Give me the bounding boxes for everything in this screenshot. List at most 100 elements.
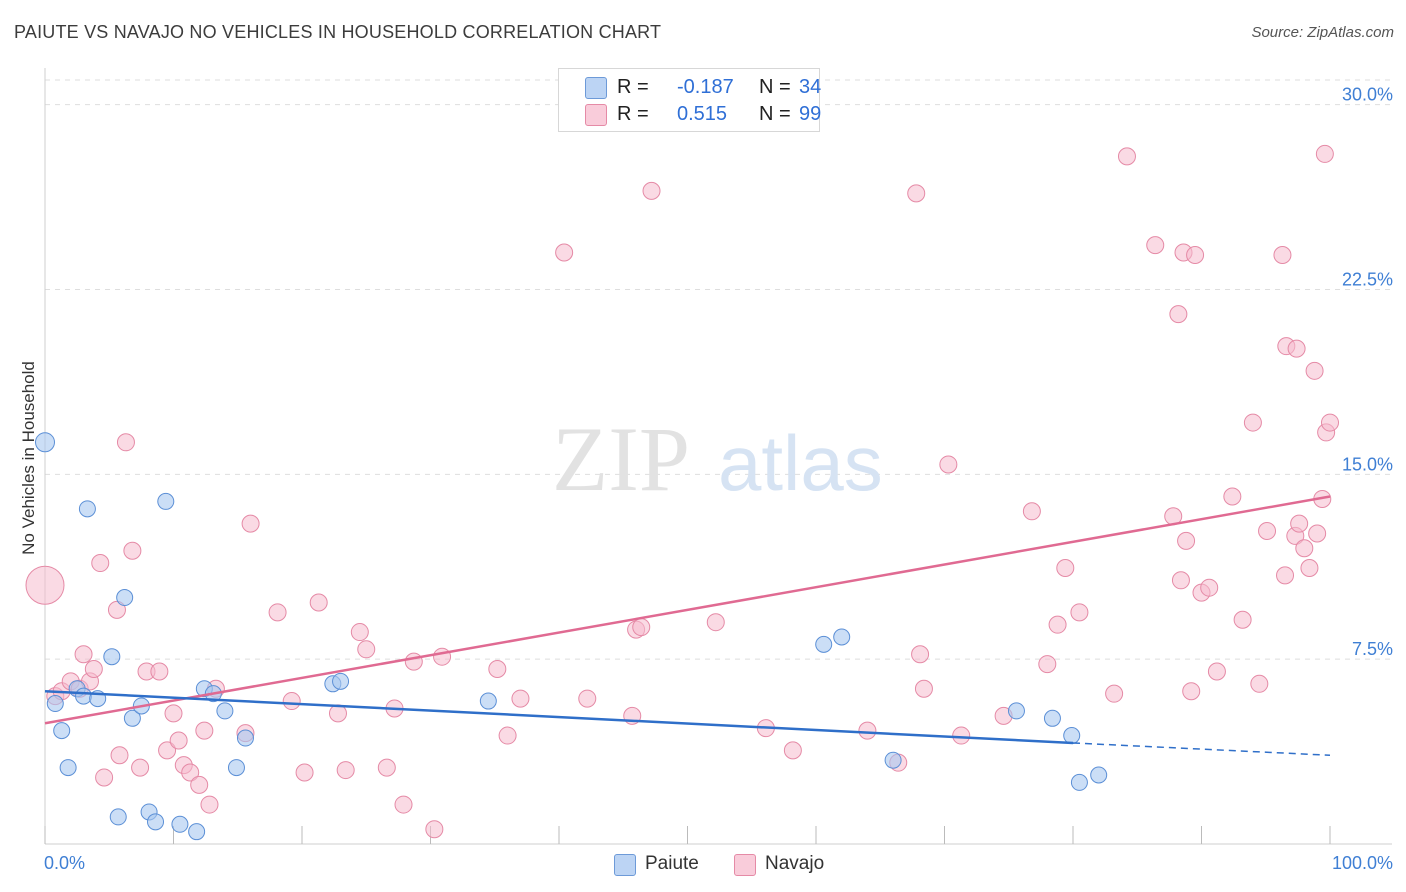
correlation-legend: R = -0.187 N = 34 R = 0.515 N = 99 [558,68,822,132]
navajo-point [116,433,135,452]
paiute-point [815,635,833,653]
navajo-point [632,618,651,637]
y-axis-label: No Vehicles in Household [19,361,38,555]
navajo-trend-line [44,495,1331,725]
navajo-point [200,795,219,814]
navajo-point [952,726,971,745]
navajo-point [74,645,93,664]
navajo-point [181,763,200,782]
navajo-point [190,775,209,794]
navajo-point [498,726,517,745]
navajo-point [164,704,183,723]
navajo-point [488,660,507,679]
navajo-point [1177,531,1196,550]
paiute-point [227,759,245,777]
navajo-point [158,741,177,760]
navajo-point [939,455,958,474]
navajo-point [511,689,530,708]
navajo-point [84,660,103,679]
paiute-point [884,751,902,769]
y-tick-label: 7.5% [1352,639,1393,659]
paiute-point [53,722,71,740]
n-label: N = [759,103,791,125]
paiute-point [833,628,851,646]
paiute-point [59,759,77,777]
x-tick-label: 100.0% [1332,853,1393,873]
navajo-point [578,689,597,708]
navajo-point [394,795,413,814]
paiute-trend-extension [1072,742,1331,757]
navajo-point [1056,558,1075,577]
navajo-point [1146,236,1165,255]
navajo-point [295,763,314,782]
paiute-point [1090,766,1108,784]
navajo-point [1171,571,1190,590]
y-tick-label: 30.0% [1342,85,1393,105]
navajo-point [150,662,169,681]
navajo-point [858,721,877,740]
paiute-point [116,589,134,607]
navajo-point [911,645,930,664]
paiute-point [123,709,141,727]
navajo-point [195,721,214,740]
navajo-point [131,758,150,777]
paiute-point [1070,773,1088,791]
chart-title: PAIUTE VS NAVAJO NO VEHICLES IN HOUSEHOL… [14,22,662,42]
paiute-swatch [585,77,607,99]
paiute-point [188,823,206,841]
navajo-point [1182,682,1201,701]
paiute-point [236,729,254,747]
r-label: R = [617,76,649,98]
paiute-point [46,695,64,713]
navajo-point [377,758,396,777]
navajo-point [336,761,355,780]
navajo-point [783,741,802,760]
x-tick-label: 0.0% [44,853,85,873]
navajo-point [1022,502,1041,521]
navajo-point [433,647,452,666]
navajo-point [1117,147,1136,166]
navajo-swatch [734,854,756,876]
navajo-point [1305,361,1324,380]
navajo-point [91,554,110,573]
grid-lines [45,79,1392,660]
navajo-point [1250,674,1269,693]
paiute-point [103,648,121,666]
navajo-point [425,820,444,839]
n-label: N = [759,76,791,98]
navajo-point [706,613,725,632]
navajo-point [309,593,328,612]
navajo-point [914,679,933,698]
navajo-point [642,181,661,200]
paiute-point [171,815,189,833]
navajo-point [107,600,126,619]
paiute-point [75,687,93,705]
navajo-point [1048,615,1067,634]
paiute-point [35,432,55,453]
navajo-point [1315,144,1334,163]
navajo-point [1105,684,1124,703]
navajo-point [282,692,301,711]
r-label: R = [617,103,649,125]
watermark-atlas: atlas [718,419,883,507]
trend-lines [44,495,1331,757]
navajo-point [1223,487,1242,506]
paiute-series [35,432,1108,841]
y-tick-labels: 7.5% 15.0% 22.5% 30.0% [1342,85,1393,660]
navajo-point [1300,558,1319,577]
y-tick-label: 22.5% [1342,269,1393,289]
navajo-point [1273,245,1292,264]
navajo-point [1295,539,1314,558]
navajo-point [110,746,129,765]
navajo-point [1243,413,1262,432]
paiute-point [1063,727,1081,745]
navajo-point [169,731,188,750]
legend-label: Paiute [645,853,699,874]
navajo-point [1321,413,1339,432]
navajo-point [1207,662,1226,681]
navajo-series [25,144,1339,839]
legend-label: Navajo [765,853,825,874]
r-value: -0.187 [677,76,734,98]
n-value: 99 [799,103,822,125]
